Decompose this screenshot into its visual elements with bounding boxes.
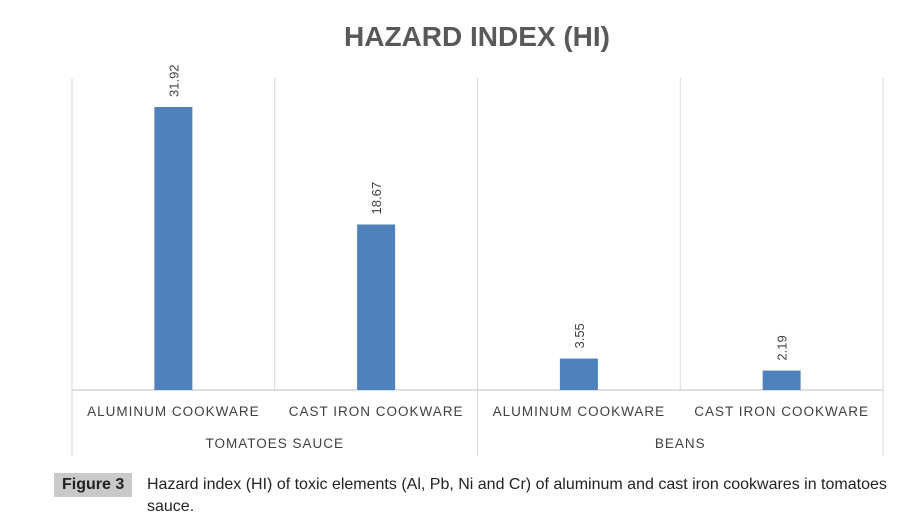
category-label: CAST IRON COOKWARE: [694, 404, 869, 419]
plot-area: 31.92 ALUMINUM COOKWARE 18.67 CAST IRON COO…: [71, 64, 884, 456]
data-label: 18.67: [369, 182, 384, 215]
data-label: 3.55: [572, 323, 587, 348]
figure-caption-text: Hazard index (HI) of toxic elements (Al,…: [147, 476, 887, 515]
data-label: 2.19: [775, 335, 790, 360]
category-label: ALUMINUM COOKWARE: [87, 404, 260, 419]
bar: [154, 107, 193, 390]
category-label: ALUMINUM COOKWARE: [493, 404, 666, 419]
group-label: BEANS: [655, 436, 706, 451]
bar: [357, 224, 396, 390]
category-label: CAST IRON COOKWARE: [289, 404, 464, 419]
group-label: TOMATOES SAUCE: [205, 436, 344, 451]
hazard-index-chart: HAZARD INDEX (HI) 31.92 ALUMINUM COOKWARE…: [71, 21, 884, 456]
figure-label: Figure 3: [54, 473, 133, 497]
bar: [559, 358, 598, 390]
bar: [762, 370, 801, 390]
data-label: 31.92: [166, 64, 181, 97]
chart-title: HAZARD INDEX (HI): [344, 21, 610, 52]
